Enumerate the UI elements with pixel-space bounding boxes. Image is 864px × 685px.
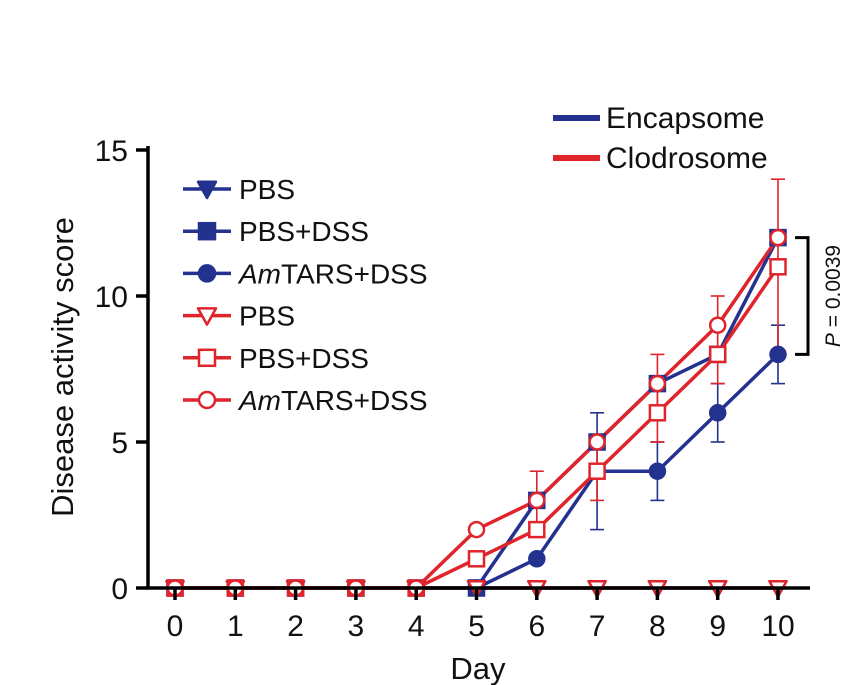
data-point-clodrosome-pbs-dss [528, 520, 546, 539]
data-point-clodrosome-pbs-dss [769, 258, 787, 276]
data-point-encapsome-amtars-dss [648, 462, 667, 480]
x-tick-label: 0 [167, 610, 184, 643]
p-value-italic: P [822, 333, 845, 347]
legend-label-encapsome: Encapsome [606, 102, 764, 135]
y-ticks: 0 5 10 15 [95, 135, 148, 606]
legend-label-clodrosome: Clodrosome [606, 142, 768, 175]
x-axis-title: Day [450, 651, 506, 685]
legend-label-encapsome-amtars-dss: AmTARS+DSS [237, 258, 428, 289]
data-point-clodrosome-amtars-dss [708, 316, 727, 334]
legend-label-text: PBS [239, 174, 295, 205]
legend-marker-clodrosome-amtars-dss [197, 390, 217, 410]
legend-label-text: PBS+DSS [239, 343, 369, 374]
data-point-clodrosome-amtars-dss [648, 374, 667, 393]
data-point-clodrosome-pbs-dss [467, 550, 486, 568]
data-point-clodrosome-amtars-dss [769, 228, 787, 247]
legend-marker-clodrosome-pbs-dss [197, 348, 217, 368]
x-tick-label: 8 [649, 610, 666, 643]
data-point-clodrosome-amtars-dss [588, 433, 606, 451]
x-tick-label: 3 [348, 610, 365, 643]
legend-label-encapsome-pbs: PBS [239, 174, 295, 205]
x-ticks: 0 1 2 3 4 5 6 7 8 9 10 [167, 588, 795, 643]
legend-label-text: TARS+DSS [281, 385, 428, 416]
legend-label-italic: Am [237, 258, 281, 289]
data-point-encapsome-amtars-dss [528, 550, 546, 568]
data-point-clodrosome-pbs-dss [588, 462, 606, 480]
p-value-label: P = 0.0039 [822, 245, 845, 347]
legend-marker-encapsome-amtars-dss [197, 264, 217, 283]
data-point-clodrosome-pbs-dss [648, 404, 667, 422]
data-point-encapsome-amtars-dss [769, 345, 787, 364]
y-tick-label: 10 [95, 281, 128, 314]
legend-label-text: TARS+DSS [281, 258, 428, 289]
data-point-clodrosome-amtars-dss [467, 520, 486, 539]
x-tick-label: 1 [227, 610, 244, 643]
x-tick-label: 10 [761, 610, 794, 643]
y-axis-title: Disease activity score [45, 217, 80, 517]
legend-marker-clodrosome-pbs [196, 307, 218, 326]
significance-bracket [795, 236, 810, 356]
legend-label-text: PBS [239, 301, 295, 332]
legend-label-clodrosome-pbs-dss: PBS+DSS [239, 343, 369, 374]
legend-label-italic: Am [237, 385, 281, 416]
x-tick-label: 4 [408, 610, 425, 643]
x-tick-label: 7 [589, 610, 606, 643]
data-point-encapsome-amtars-dss [708, 404, 727, 422]
legend-marker-encapsome-pbs [196, 180, 218, 200]
x-tick-label: 9 [709, 610, 726, 643]
legend-label-clodrosome-amtars-dss: AmTARS+DSS [237, 385, 428, 416]
x-tick-label: 2 [287, 610, 304, 643]
x-tick-label: 6 [528, 610, 545, 643]
group-legend: Encapsome Clodrosome [553, 102, 768, 175]
y-tick-label: 5 [111, 427, 128, 460]
y-tick-label: 15 [95, 135, 128, 168]
data-point-clodrosome-amtars-dss [528, 491, 546, 510]
data-point-clodrosome-pbs-dss [708, 345, 727, 364]
y-tick-label: 0 [111, 573, 128, 606]
p-value-text: = 0.0039 [822, 245, 845, 333]
legend-label-text: PBS+DSS [239, 216, 369, 247]
significance-annotation: P = 0.0039 [795, 236, 845, 356]
legend-label-encapsome-pbs-dss: PBS+DSS [239, 216, 369, 247]
legend-label-clodrosome-pbs: PBS [239, 301, 295, 332]
legend-marker-encapsome-pbs-dss [197, 221, 217, 241]
x-tick-label: 5 [468, 610, 485, 643]
